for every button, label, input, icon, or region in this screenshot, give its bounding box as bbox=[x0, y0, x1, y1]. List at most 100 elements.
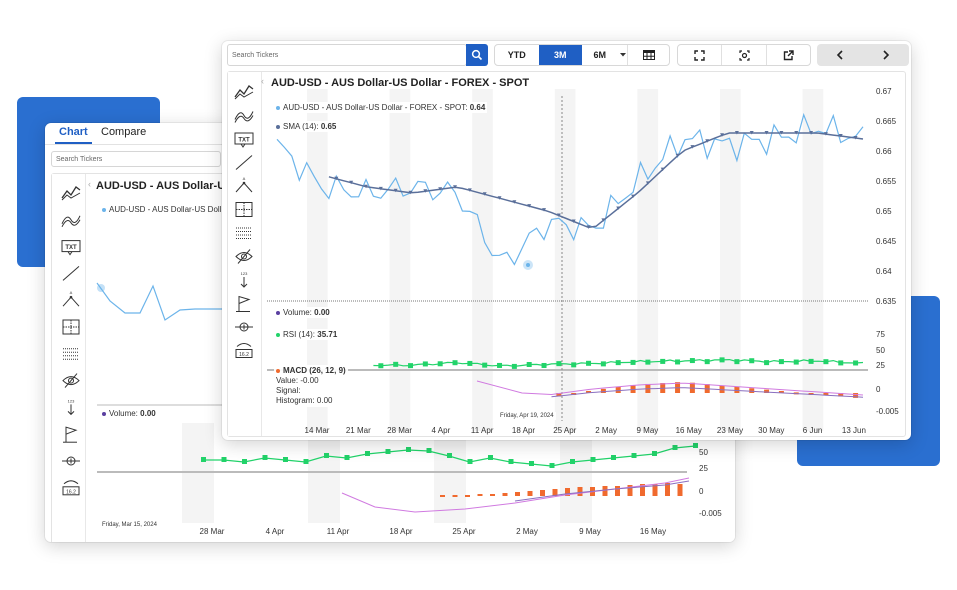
share-button[interactable] bbox=[767, 45, 810, 65]
front-collapse-chevron-icon[interactable]: ‹ bbox=[261, 76, 264, 86]
back-collapse-chevron-icon[interactable]: ‹ bbox=[88, 179, 91, 189]
next-button[interactable] bbox=[863, 44, 909, 66]
sma-marker bbox=[616, 206, 621, 210]
hover-point bbox=[526, 263, 530, 267]
back-compare-icon[interactable] bbox=[61, 215, 81, 228]
rsi-marker bbox=[615, 360, 621, 366]
sma-marker bbox=[675, 153, 680, 158]
front-date-label: 16 May bbox=[676, 426, 702, 435]
rsi-marker bbox=[853, 360, 859, 366]
search-button[interactable] bbox=[466, 44, 488, 66]
sma-marker bbox=[823, 132, 828, 136]
sma-marker bbox=[794, 131, 799, 135]
back-flag-icon[interactable] bbox=[63, 426, 78, 443]
back-date-label: 2 May bbox=[516, 527, 538, 536]
week-shade-band bbox=[637, 89, 659, 431]
macd-histogram-bar bbox=[556, 393, 562, 397]
range-6m-button[interactable]: 6M bbox=[593, 50, 607, 60]
svg-text:16.2: 16.2 bbox=[239, 352, 249, 358]
back-macd-histogram-bar bbox=[490, 494, 495, 496]
back-rsi-marker bbox=[549, 463, 555, 468]
back-hide-icon[interactable] bbox=[62, 373, 80, 388]
back-rsi-marker bbox=[590, 457, 596, 462]
grid-icon[interactable] bbox=[236, 227, 252, 239]
back-eye-value-icon[interactable]: 16.2 bbox=[62, 480, 80, 496]
rsi-marker bbox=[823, 359, 829, 365]
data-point-icon[interactable]: 123 bbox=[240, 271, 248, 288]
back-search-input[interactable]: Search Tickers bbox=[51, 151, 221, 167]
front-date-label: 23 May bbox=[717, 426, 743, 435]
back-date-label: 28 Mar bbox=[200, 527, 225, 536]
hide-icon[interactable] bbox=[235, 249, 253, 264]
rsi-legend-dot-icon bbox=[276, 332, 280, 337]
back-cursor-date: Friday, Mar 15, 2024 bbox=[100, 521, 159, 529]
sma-marker bbox=[660, 167, 665, 172]
fullscreen-button[interactable] bbox=[678, 45, 721, 65]
table-view-button[interactable] bbox=[628, 45, 669, 65]
macd-legend-histogram: Histogram: 0.00 bbox=[276, 396, 333, 405]
back-fibonacci-icon[interactable]: A bbox=[62, 290, 80, 307]
price-legend-value: 0.64 bbox=[469, 103, 486, 112]
rsi-marker bbox=[497, 362, 503, 368]
back-volume-legend: Volume: 0.00 bbox=[100, 408, 158, 419]
sma-legend-label: SMA (14): bbox=[283, 122, 319, 131]
tab-chart[interactable]: Chart bbox=[55, 126, 92, 144]
front-date-label: 9 May bbox=[637, 426, 659, 435]
sma-marker bbox=[482, 192, 487, 196]
back-macd-histogram-bar bbox=[515, 492, 520, 496]
flag-icon[interactable] bbox=[236, 295, 251, 312]
view-tools bbox=[677, 44, 811, 66]
screenshot-button[interactable] bbox=[722, 45, 765, 65]
rsi-marker bbox=[511, 363, 517, 369]
rsi-marker bbox=[556, 361, 562, 367]
rsi-marker bbox=[630, 359, 636, 365]
compare-icon[interactable] bbox=[234, 111, 254, 123]
svg-text:TXT: TXT bbox=[238, 138, 250, 144]
back-text-icon[interactable]: TXT bbox=[61, 240, 81, 256]
sma-marker bbox=[705, 139, 710, 143]
tab-compare[interactable]: Compare bbox=[101, 126, 147, 138]
svg-text:A: A bbox=[243, 176, 246, 181]
range-3m-button[interactable]: 3M bbox=[538, 45, 582, 65]
rsi-marker bbox=[541, 362, 547, 368]
back-date-label: 4 Apr bbox=[266, 527, 285, 536]
fibonacci-icon[interactable]: A bbox=[235, 176, 253, 193]
sma-marker bbox=[586, 225, 591, 229]
back-line-chart-icon[interactable] bbox=[61, 186, 81, 201]
back-macd-histogram-bar bbox=[527, 491, 533, 496]
week-shade-band bbox=[802, 89, 824, 431]
rsi-marker bbox=[586, 360, 592, 366]
line-chart-icon[interactable] bbox=[234, 85, 254, 100]
back-grid-icon[interactable] bbox=[63, 348, 79, 360]
sma-marker bbox=[809, 131, 814, 135]
previous-button[interactable] bbox=[817, 44, 863, 66]
range-ytd-button[interactable]: YTD bbox=[507, 50, 526, 60]
back-date-label: 16 May bbox=[640, 527, 666, 536]
back-rsi-marker bbox=[283, 457, 288, 462]
front-date-label: 13 Jun bbox=[842, 426, 866, 435]
text-icon[interactable]: TXT bbox=[234, 132, 254, 148]
back-rsi-marker bbox=[221, 457, 227, 462]
rsi-marker bbox=[749, 358, 755, 364]
sma-marker bbox=[645, 181, 650, 185]
week-shade-band bbox=[720, 89, 741, 431]
zoom-icon[interactable] bbox=[235, 322, 253, 332]
screenshot-icon bbox=[738, 49, 750, 61]
crosshair-icon[interactable] bbox=[235, 202, 253, 217]
back-zoom-icon[interactable] bbox=[62, 456, 80, 466]
back-crosshair-icon[interactable] bbox=[62, 319, 80, 335]
macd-histogram-bar bbox=[853, 393, 859, 398]
range-dropdown-chevron-icon[interactable] bbox=[618, 45, 628, 65]
back-trendline-icon[interactable] bbox=[62, 266, 80, 281]
back-rsi-marker bbox=[611, 455, 616, 460]
front-chart-window: Search Tickers YTD 3M 6M bbox=[222, 41, 911, 440]
front-date-label: 2 May bbox=[595, 426, 617, 435]
macd-histogram-bar bbox=[734, 386, 740, 393]
chevron-right-icon bbox=[883, 50, 890, 60]
back-volume-dot-icon bbox=[102, 411, 106, 416]
eye-value-icon[interactable]: 16.2 bbox=[235, 343, 253, 359]
front-date-label: 14 Mar bbox=[305, 426, 330, 435]
trendline-icon[interactable] bbox=[235, 155, 253, 170]
back-data-point-icon[interactable]: 123 bbox=[67, 398, 75, 416]
